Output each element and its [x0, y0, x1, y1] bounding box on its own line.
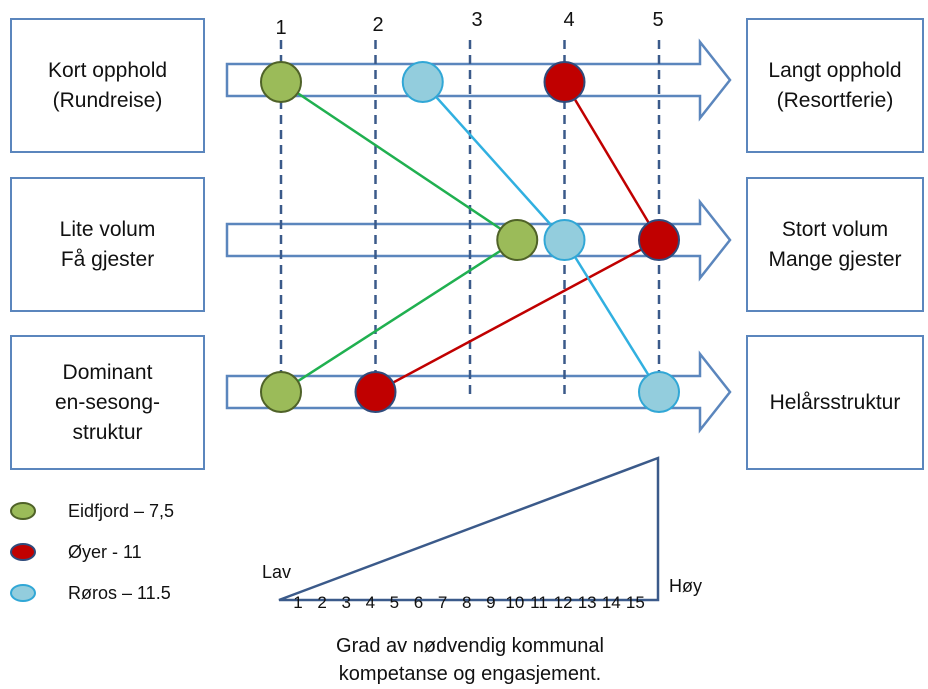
- legend-oyer: Øyer - 11: [10, 537, 142, 567]
- legend-eidfjord-swatch: [10, 502, 36, 520]
- column-number-5: 5: [652, 9, 664, 31]
- scale-caption-line1: Grad av nødvendig kommunal: [336, 635, 604, 657]
- eidfjord-line-1: [280, 80, 518, 242]
- row1-left-box: Kort opphold (Rundreise): [10, 18, 205, 153]
- scale-number: 11: [530, 593, 548, 612]
- column-number-3: 3: [471, 9, 483, 31]
- column-number-4: 4: [563, 9, 575, 31]
- row-arrow-2: [225, 198, 732, 282]
- scale-number: 10: [505, 593, 525, 612]
- scale-number: 2: [317, 593, 327, 612]
- scale-number: 6: [413, 593, 424, 612]
- row-arrow-1: [225, 38, 732, 122]
- scale-number: 14: [601, 593, 621, 612]
- roros-marker-row1: [401, 61, 444, 103]
- row1-left-line2: (Rundreise): [52, 88, 163, 112]
- row2-left-line1: Lite volum: [59, 217, 156, 241]
- legend-roros-label: Røros – 11.5: [68, 582, 171, 603]
- roros-marker-row3: [638, 371, 680, 413]
- scale-number: 1: [293, 593, 303, 612]
- legend-eidfjord-label: Eidfjord – 7,5: [68, 500, 175, 521]
- row3-left-line3: struktur: [72, 420, 143, 444]
- scale-triangle: [278, 456, 660, 602]
- oyer-line-2: [374, 238, 660, 394]
- legend-roros-swatch: [10, 584, 36, 602]
- legend-oyer-swatch: [10, 543, 36, 561]
- series-markers: [260, 61, 680, 413]
- scale-high-label: Høy: [669, 576, 702, 596]
- row3-left-box: Dominant en-sesong- struktur: [10, 335, 205, 470]
- scale-number: 15: [625, 593, 645, 612]
- eidfjord-line-2: [280, 238, 518, 394]
- eidfjord-marker-row2: [496, 219, 539, 261]
- row3-right-box: Helårsstruktur: [746, 335, 924, 470]
- eidfjord-marker-row3: [260, 371, 302, 413]
- row-arrow-3: [225, 350, 732, 434]
- row3-left-line1: Dominant: [62, 360, 153, 384]
- column-number-2: 2: [372, 14, 384, 36]
- row2-right-line2: Mange gjester: [768, 247, 902, 271]
- scale-number: 3: [341, 593, 351, 612]
- scale-low-label: Lav: [262, 562, 292, 582]
- oyer-line-1: [563, 81, 661, 241]
- scale-number: 13: [577, 593, 597, 612]
- legend-eidfjord: Eidfjord – 7,5: [10, 496, 174, 526]
- scale-number: 4: [365, 593, 376, 612]
- oyer-marker-row1: [543, 61, 586, 103]
- row1-right-line1: Langt opphold: [768, 58, 902, 82]
- row3-left-line2: en-sesong-: [54, 390, 161, 414]
- scale-number: 5: [389, 593, 400, 612]
- row1-right-box: Langt opphold (Resortferie): [746, 18, 924, 153]
- row2-right-box: Stort volum Mange gjester: [746, 177, 924, 312]
- row2-left-box: Lite volum Få gjester: [10, 177, 205, 312]
- scale-number: 12: [553, 593, 573, 612]
- scale-number: 7: [437, 593, 448, 612]
- legend-roros: Røros – 11.5: [10, 578, 171, 608]
- series-lines: [280, 80, 661, 394]
- roros-line-2: [563, 239, 661, 393]
- roros-marker-row2: [543, 219, 586, 261]
- arrows-layer: [225, 38, 732, 434]
- scale-number: 8: [461, 593, 472, 612]
- scale-caption-line2: kompetanse og engasjement.: [338, 663, 602, 685]
- scale-caption: Grad av nødvendig kommunal kompetanse og…: [230, 632, 710, 688]
- row1-left-line1: Kort opphold: [47, 58, 168, 82]
- row3-right-line1: Helårsstruktur: [769, 390, 901, 414]
- row2-right-line1: Stort volum: [781, 217, 889, 241]
- scale-number: 9: [486, 593, 496, 612]
- oyer-marker-row3: [354, 371, 397, 413]
- eidfjord-marker-row1: [260, 61, 302, 103]
- roros-line-1: [421, 81, 566, 241]
- legend-oyer-label: Øyer - 11: [68, 541, 142, 562]
- column-number-1: 1: [275, 17, 287, 39]
- row2-left-line2: Få gjester: [60, 247, 155, 271]
- oyer-marker-row2: [638, 219, 680, 261]
- row1-right-line2: (Resortferie): [776, 88, 894, 112]
